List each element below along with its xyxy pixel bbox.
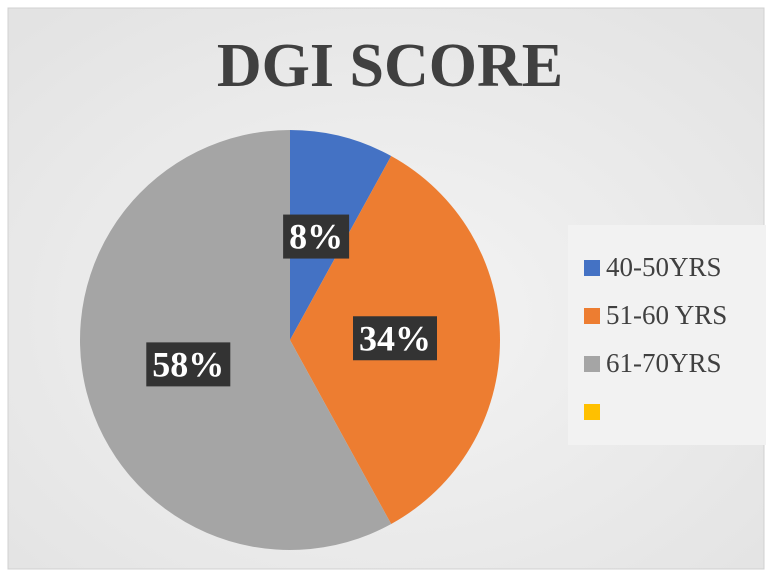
data-label: 58% — [152, 344, 224, 384]
legend-label: 61-70YRS — [606, 348, 722, 378]
legend-label: 40-50YRS — [606, 252, 722, 282]
legend-swatch — [584, 260, 600, 276]
data-label-box — [353, 316, 437, 361]
chart-title: DGI SCORE — [217, 32, 563, 100]
legend-swatch — [584, 308, 600, 324]
legend-swatch — [584, 404, 600, 420]
legend-swatch — [584, 356, 600, 372]
data-label: 34% — [359, 318, 431, 358]
legend-box — [568, 225, 766, 445]
pie-slice — [80, 130, 392, 550]
data-label-box — [146, 342, 231, 387]
legend-label: 51-60 YRS — [606, 300, 727, 330]
data-label-box — [283, 214, 350, 259]
data-label: 8% — [289, 217, 343, 257]
